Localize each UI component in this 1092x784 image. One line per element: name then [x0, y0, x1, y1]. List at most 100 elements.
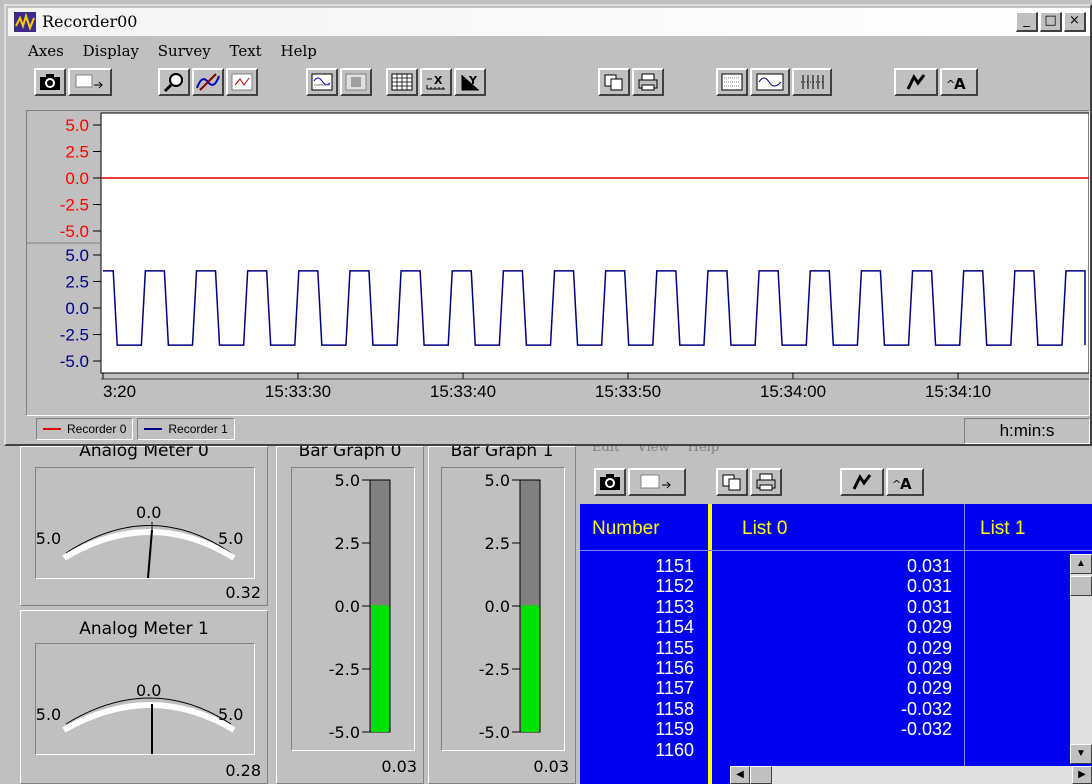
bar-tick-label: -2.5 — [479, 660, 510, 679]
cursor-measure-icon — [196, 73, 220, 91]
snapshot-button[interactable] — [594, 468, 626, 496]
copy-button[interactable] — [716, 468, 748, 496]
y-scale-button[interactable]: Y — [454, 68, 486, 96]
bar-tick-label: -5.0 — [329, 723, 360, 742]
analog-meter-title: Analog Meter 1 — [79, 619, 209, 639]
x-tick-label: 15:33:50 — [595, 382, 661, 401]
legend-item-recorder1[interactable]: Recorder 1 — [137, 418, 235, 440]
bar-tick-label: -5.0 — [479, 723, 510, 742]
series-recorder-1 — [103, 270, 1086, 346]
menu-axes[interactable]: Axes — [28, 42, 64, 60]
legend-item-recorder0[interactable]: Recorder 0 — [36, 418, 134, 440]
x-tick-label: 15:33:30 — [265, 382, 331, 401]
clear-button[interactable] — [226, 68, 258, 96]
bar-tick-label: 2.5 — [335, 534, 360, 553]
list-row-number: 1152 — [655, 576, 694, 597]
bar-fill — [371, 605, 389, 732]
x-scale-button[interactable]: X — [420, 68, 452, 96]
trigger-button[interactable] — [306, 68, 338, 96]
list-row-value: 0.031 — [906, 556, 952, 576]
font-button[interactable]: ^ A — [940, 68, 978, 96]
scroll-up-arrow[interactable]: ▲ — [1070, 554, 1092, 574]
window-title: Recorder00 — [42, 12, 138, 31]
export-icon — [75, 74, 103, 89]
print-icon — [756, 473, 776, 491]
trigger-icon — [311, 73, 333, 91]
column-header-list1[interactable]: List 1 — [980, 518, 1026, 539]
pattern-button[interactable] — [716, 68, 748, 96]
properties-button[interactable] — [840, 468, 884, 496]
y-tick-label: -5.0 — [60, 222, 89, 241]
horizontal-scrollbar[interactable]: ◀ ▶ — [730, 766, 1092, 784]
list-row-value: 0.029 — [906, 678, 952, 699]
analog-meter-value: 0.32 — [225, 583, 261, 602]
menu-survey[interactable]: Survey — [157, 42, 211, 60]
menu-display[interactable]: Display — [82, 42, 139, 60]
scroll-thumb-h[interactable] — [750, 766, 772, 784]
print-icon — [638, 73, 658, 91]
analog-meter-value: 0.28 — [225, 761, 261, 780]
scroll-down-arrow[interactable]: ▼ — [1070, 744, 1092, 764]
menu-help[interactable]: Help — [280, 42, 317, 60]
title-bar[interactable]: Recorder00 _ □ × — [8, 8, 1090, 36]
list-row-number: 1151 — [655, 556, 694, 576]
column-divider — [964, 504, 965, 784]
legend-label: Recorder 1 — [168, 422, 228, 436]
list-row-number: 1156 — [655, 658, 694, 678]
properties-button[interactable] — [894, 68, 938, 96]
grid-button[interactable] — [386, 68, 418, 96]
bar-graph-frame: 5.0 2.5 0.0 -2.5 -5.0 — [441, 467, 565, 751]
export-button[interactable] — [68, 68, 112, 96]
svg-text:X: X — [434, 74, 443, 87]
font-button[interactable]: ^ A — [886, 468, 924, 496]
list-row-number: 1157 — [655, 678, 694, 699]
column-header-list0[interactable]: List 0 — [742, 518, 788, 539]
scroll-left-arrow[interactable]: ◀ — [730, 766, 750, 784]
columns-button[interactable] — [792, 68, 832, 96]
y-tick-label: 0.0 — [65, 169, 89, 188]
analog-meter-dial: 0.0 -5.0 5.0 — [30, 467, 255, 579]
font-icon: ^A — [946, 75, 966, 91]
scroll-right-arrow[interactable]: ▶ — [1072, 766, 1092, 784]
properties-icon — [852, 474, 872, 490]
analog-meter-panel-1: Analog Meter 1 0.0 -5.0 5.0 0.28 — [20, 610, 268, 784]
svg-text:A: A — [954, 75, 966, 91]
menu-text[interactable]: Text — [229, 42, 262, 60]
zoom-button[interactable] — [158, 68, 190, 96]
snapshot-button[interactable] — [34, 68, 66, 96]
maximize-button[interactable]: □ — [1040, 12, 1062, 32]
print-button[interactable] — [750, 468, 782, 496]
list-row-number: 1160 — [655, 739, 694, 760]
list-row-value: 0.029 — [906, 658, 952, 678]
export-button[interactable] — [628, 468, 686, 496]
bar-graph-title: Bar Graph 1 — [450, 441, 554, 461]
stop-icon — [345, 73, 367, 91]
print-button[interactable] — [632, 68, 664, 96]
copy-button[interactable] — [598, 68, 630, 96]
close-button[interactable]: × — [1064, 12, 1086, 32]
recorder-chart[interactable]: 5.0 2.5 0.0 -2.5 -5.0 5.0 2.5 0.0 -2.5 -5.0 3:20 15… — [26, 110, 1090, 416]
bar-graph-panel-0: Bar Graph 0 5.0 2.5 0.0 -2.5 -5.0 0.03 — [276, 441, 424, 784]
toolbar: X Y ^ A — [6, 66, 1086, 102]
list-row-value: 0.029 — [906, 637, 952, 658]
scroll-thumb[interactable] — [1070, 576, 1092, 596]
legend-swatch — [43, 428, 61, 430]
column-header-number[interactable]: Number — [592, 518, 660, 539]
y-tick-label: 5.0 — [65, 116, 89, 135]
vertical-scrollbar[interactable]: ▲ ▼ — [1070, 554, 1092, 764]
bar-graph-value: 0.03 — [533, 757, 569, 776]
waveform-button[interactable] — [750, 68, 790, 96]
bar-graph-svg: 5.0 2.5 0.0 -2.5 -5.0 — [479, 471, 541, 742]
bar-graph-svg: 5.0 2.5 0.0 -2.5 -5.0 — [329, 471, 391, 742]
bar-fill — [521, 605, 539, 732]
chart-svg[interactable]: 5.0 2.5 0.0 -2.5 -5.0 5.0 2.5 0.0 -2.5 -5.0 3:20 15… — [27, 111, 1090, 415]
bar-tick-label: 5.0 — [485, 471, 510, 490]
cursor-button[interactable] — [192, 68, 224, 96]
meter-mid-label: 0.0 — [136, 503, 161, 522]
x-tick-label: 15:34:10 — [925, 382, 991, 401]
meter-min-label: -5.0 — [36, 529, 61, 548]
legend-swatch — [144, 428, 163, 430]
minimize-button[interactable]: _ — [1016, 12, 1038, 32]
chart-legend: Recorder 0 Recorder 1 — [36, 418, 239, 440]
stop-button[interactable] — [340, 68, 372, 96]
